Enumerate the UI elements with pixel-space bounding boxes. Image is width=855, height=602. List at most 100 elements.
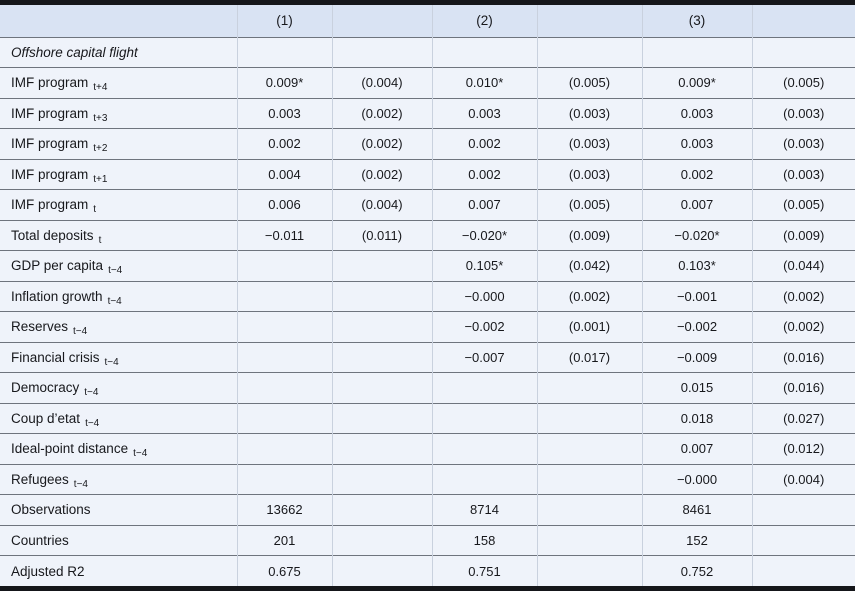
empty-cell [331,494,432,525]
coef-2: 0.007 [431,189,537,220]
coef-3: −0.001 [641,281,752,312]
se-3: (0.012) [751,433,855,464]
se-2: (0.009) [536,220,642,251]
coef-2 [431,372,537,403]
value-3: 8461 [641,494,752,525]
table-row: GDP per capita t−4 0.105* (0.042) 0.103* … [0,250,855,281]
row-label: Reserves t−4 [11,319,88,338]
coef-1: −0.011 [236,220,332,251]
se-3: (0.004) [751,464,855,495]
se-2 [536,403,642,434]
header-model-2: (2) [431,5,537,37]
coef-3: 0.018 [641,403,752,434]
se-2: (0.005) [536,189,642,220]
se-3: (0.002) [751,311,855,342]
se-2: (0.003) [536,98,642,129]
se-1: (0.004) [331,189,432,220]
coef-2: 0.105* [431,250,537,281]
section-title: Offshore capital flight [11,44,138,60]
coef-3: 0.003 [641,98,752,129]
row-label: Financial crisis t−4 [11,349,119,368]
coef-1 [236,311,332,342]
empty-cell [536,494,642,525]
value-2: 8714 [431,494,537,525]
row-label: IMF program t+1 [11,166,108,185]
se-2: (0.001) [536,311,642,342]
coef-1: 0.002 [236,128,332,159]
table-row: IMF program t+2 0.002 (0.002) 0.002 (0.00… [0,128,855,159]
summary-row-observations: Observations 13662 8714 8461 [0,494,855,525]
value-3: 152 [641,525,752,556]
row-label: Total deposits t [11,227,102,246]
row-label-subscript: t−4 [108,265,123,277]
empty-cell [331,525,432,556]
coef-1: 0.006 [236,189,332,220]
se-1 [331,281,432,312]
coef-2: −0.020* [431,220,537,251]
table-row: Ideal-point distance t−4 0.007 (0.012) [0,433,855,464]
empty-cell [331,37,432,68]
coef-2: −0.007 [431,342,537,373]
coef-3: 0.007 [641,189,752,220]
se-1 [331,433,432,464]
header-row: (1) (2) (3) [0,5,855,37]
coef-1 [236,281,332,312]
empty-cell [536,555,642,586]
row-label-subscript: t [98,234,102,246]
coef-1 [236,464,332,495]
coef-3: 0.103* [641,250,752,281]
coef-2: 0.002 [431,128,537,159]
row-label: Observations [11,502,91,518]
header-se-2 [536,5,642,37]
coef-1: 0.004 [236,159,332,190]
se-3: (0.016) [751,372,855,403]
row-label-subscript: t−4 [107,295,122,307]
empty-cell [331,555,432,586]
row-label-subscript: t+4 [93,82,108,94]
se-2: (0.003) [536,159,642,190]
coef-2: 0.002 [431,159,537,190]
value-1: 201 [236,525,332,556]
table-row: Total deposits t −0.011 (0.011) −0.020* (… [0,220,855,251]
coef-1 [236,433,332,464]
header-empty-cell [0,5,237,37]
coef-1 [236,403,332,434]
se-2: (0.003) [536,128,642,159]
coef-2 [431,464,537,495]
row-label: Countries [11,532,69,548]
row-label-subscript: t−4 [85,417,100,429]
table-row: Inflation growth t−4 −0.000 (0.002) −0.00… [0,281,855,312]
header-model-3: (3) [641,5,752,37]
coef-1: 0.009* [236,67,332,98]
empty-cell [536,37,642,68]
empty-cell [536,525,642,556]
coef-3: 0.007 [641,433,752,464]
header-model-1: (1) [236,5,332,37]
coef-3: 0.003 [641,128,752,159]
coef-2 [431,403,537,434]
se-2: (0.017) [536,342,642,373]
row-label-subscript: t+3 [93,112,108,124]
se-1 [331,250,432,281]
coef-2: 0.010* [431,67,537,98]
row-label: GDP per capita t−4 [11,258,123,277]
row-label-subscript: t+2 [93,143,108,155]
se-2 [536,433,642,464]
se-2 [536,464,642,495]
section-row: Offshore capital flight [0,37,855,68]
empty-cell [431,37,537,68]
value-2: 0.751 [431,555,537,586]
se-1: (0.011) [331,220,432,251]
value-1: 13662 [236,494,332,525]
se-1 [331,372,432,403]
se-3: (0.005) [751,67,855,98]
table-row: Democracy t−4 0.015 (0.016) [0,372,855,403]
se-2 [536,372,642,403]
value-3: 0.752 [641,555,752,586]
coef-2: 0.003 [431,98,537,129]
value-1: 0.675 [236,555,332,586]
row-label: IMF program t [11,197,97,216]
coef-2: −0.000 [431,281,537,312]
se-3: (0.005) [751,189,855,220]
